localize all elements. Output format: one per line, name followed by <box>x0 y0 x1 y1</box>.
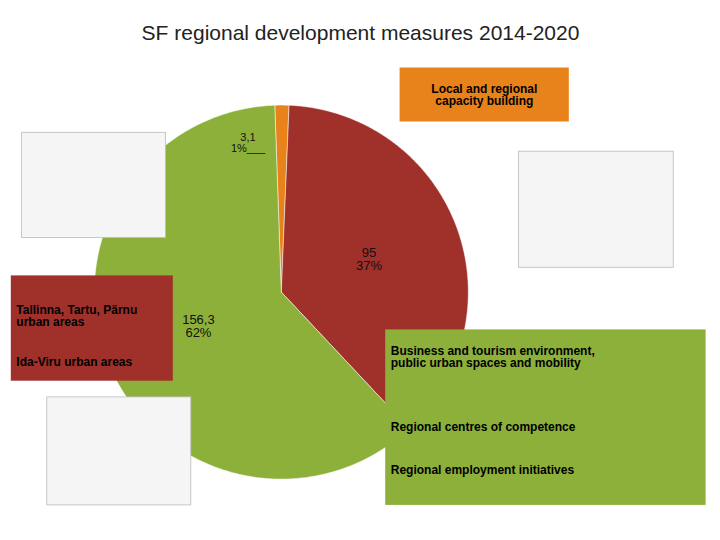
svg-text:Regional centres of competence: Regional centres of competence <box>391 420 576 434</box>
svg-text:Regional employment initiative: Regional employment initiatives <box>391 463 575 477</box>
svg-text:Business and tourism environme: Business and tourism environment,public … <box>391 344 595 370</box>
svg-text:156,362%: 156,362% <box>182 312 215 340</box>
svg-text:Local and regionalcapacity bui: Local and regionalcapacity building <box>431 82 537 108</box>
svg-text:Ida-Viru urban areas: Ida-Viru urban areas <box>16 355 132 369</box>
svg-text:3,11%___: 3,11%___ <box>231 131 266 154</box>
svg-text:SF regional development measur: SF regional development measures 2014-20… <box>142 21 580 44</box>
svg-text:Tallinna, Tartu, Pärnuurban ar: Tallinna, Tartu, Pärnuurban areas <box>16 303 137 329</box>
svg-text:9537%: 9537% <box>356 245 382 273</box>
